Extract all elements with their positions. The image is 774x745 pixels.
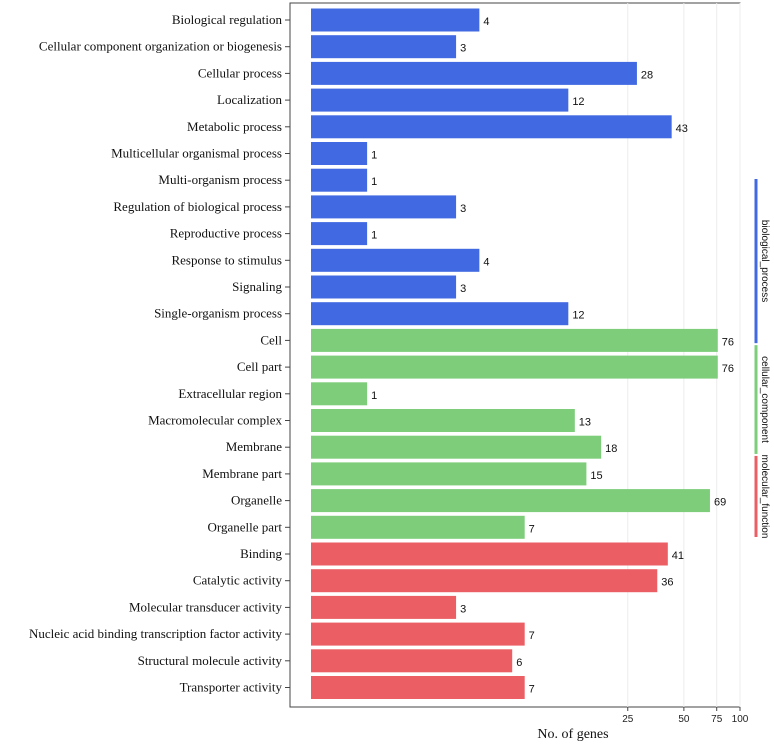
category-label: Cell part (237, 359, 283, 374)
bar-22 (311, 569, 658, 593)
bar-13 (311, 328, 718, 352)
category-label: Cellular component organization or bioge… (39, 39, 282, 54)
bar-10 (311, 248, 480, 272)
value-label: 18 (605, 443, 617, 455)
legend-label: biological_process (759, 220, 770, 302)
bar-7 (311, 168, 368, 192)
category-label: Metabolic process (187, 119, 282, 134)
bar-17 (311, 435, 602, 459)
x-axis-title: No. of genes (537, 727, 608, 742)
category-label: Regulation of biological process (113, 199, 282, 214)
legend-label: molecular_function (759, 454, 770, 538)
bar-11 (311, 275, 457, 299)
x-tick-label: 75 (711, 714, 723, 725)
category-label: Localization (217, 92, 282, 107)
bar-9 (311, 222, 368, 246)
bar-8 (311, 195, 457, 219)
category-label: Membrane part (202, 466, 282, 481)
category-label: Binding (240, 546, 282, 561)
bar-26 (311, 676, 525, 699)
value-label: 36 (661, 577, 673, 589)
category-labels: Biological regulation Cellular component … (29, 12, 290, 695)
category-label: Single-organism process (154, 306, 282, 321)
category-label: Organelle part (208, 519, 283, 534)
value-label: 6 (516, 657, 522, 669)
value-label: 12 (572, 310, 584, 322)
category-label: Signaling (232, 279, 282, 294)
bar-1 (311, 8, 480, 32)
bar-24 (311, 622, 525, 646)
bar-18 (311, 462, 587, 486)
bar-20 (311, 515, 525, 539)
bar-3 (311, 61, 637, 85)
value-label: 3 (460, 203, 466, 215)
category-label: Structural molecule activity (138, 653, 283, 668)
value-label: 28 (641, 69, 653, 81)
category-label: Cell (260, 332, 282, 347)
x-tick-label: 100 (732, 714, 749, 725)
category-label: Response to stimulus (171, 252, 282, 267)
legend-bar-cellular-component (754, 345, 758, 454)
value-label: 12 (572, 96, 584, 108)
value-label: 1 (371, 390, 377, 402)
category-label: Organelle (231, 493, 282, 508)
category-label: Cellular process (198, 65, 282, 80)
grid-lines (627, 3, 741, 707)
value-label: 3 (460, 43, 466, 55)
bar-4 (311, 88, 569, 112)
category-label: Transporter activity (180, 680, 283, 695)
bar-5 (311, 115, 672, 139)
value-label: 3 (460, 603, 466, 615)
bar-21 (311, 542, 668, 566)
x-tick-label: 50 (678, 714, 690, 725)
bar-14 (311, 355, 718, 379)
bar-25 (311, 649, 513, 673)
value-label: 4 (483, 16, 489, 28)
value-label: 7 (529, 630, 535, 642)
group-legend: biological_process cellular_componentmole… (754, 179, 770, 538)
value-label: 7 (529, 523, 535, 535)
value-label: 43 (676, 123, 688, 135)
category-label: Macromolecular complex (148, 413, 282, 428)
x-tick-label: 25 (622, 714, 634, 725)
value-label: 7 (529, 684, 535, 696)
value-label: 3 (460, 283, 466, 295)
value-label: 1 (371, 150, 377, 162)
bar-2 (311, 35, 457, 59)
bars-group (311, 8, 718, 699)
x-axis-ticks: 25 50 75 100 (622, 707, 749, 725)
legend-bar-biological-process (754, 179, 758, 344)
bar-6 (311, 142, 368, 165)
category-label: Reproductive process (170, 226, 282, 241)
bar-16 (311, 409, 575, 432)
value-label: 1 (371, 176, 377, 188)
bar-23 (311, 595, 457, 619)
category-label: Multicellular organismal process (111, 146, 282, 161)
value-label: 15 (590, 470, 602, 482)
value-label: 76 (722, 363, 734, 375)
category-label: Multi-organism process (158, 172, 282, 187)
value-label: 13 (579, 417, 591, 429)
value-label: 1 (371, 230, 377, 242)
category-label: Membrane (226, 439, 283, 454)
category-label: Nucleic acid binding transcription facto… (29, 626, 283, 641)
bar-19 (311, 489, 710, 513)
category-label: Catalytic activity (193, 573, 283, 588)
legend-bar-molecular-function (754, 455, 758, 537)
value-label: 76 (722, 336, 734, 348)
value-label: 4 (483, 256, 489, 268)
value-label: 41 (672, 550, 684, 562)
category-label: Molecular transducer activity (129, 599, 283, 614)
category-label: Extracellular region (178, 386, 282, 401)
value-label: 69 (714, 497, 726, 509)
legend-label: cellular_component (759, 356, 770, 443)
category-label: Biological regulation (172, 12, 283, 27)
bar-15 (311, 382, 368, 406)
bar-12 (311, 302, 569, 326)
